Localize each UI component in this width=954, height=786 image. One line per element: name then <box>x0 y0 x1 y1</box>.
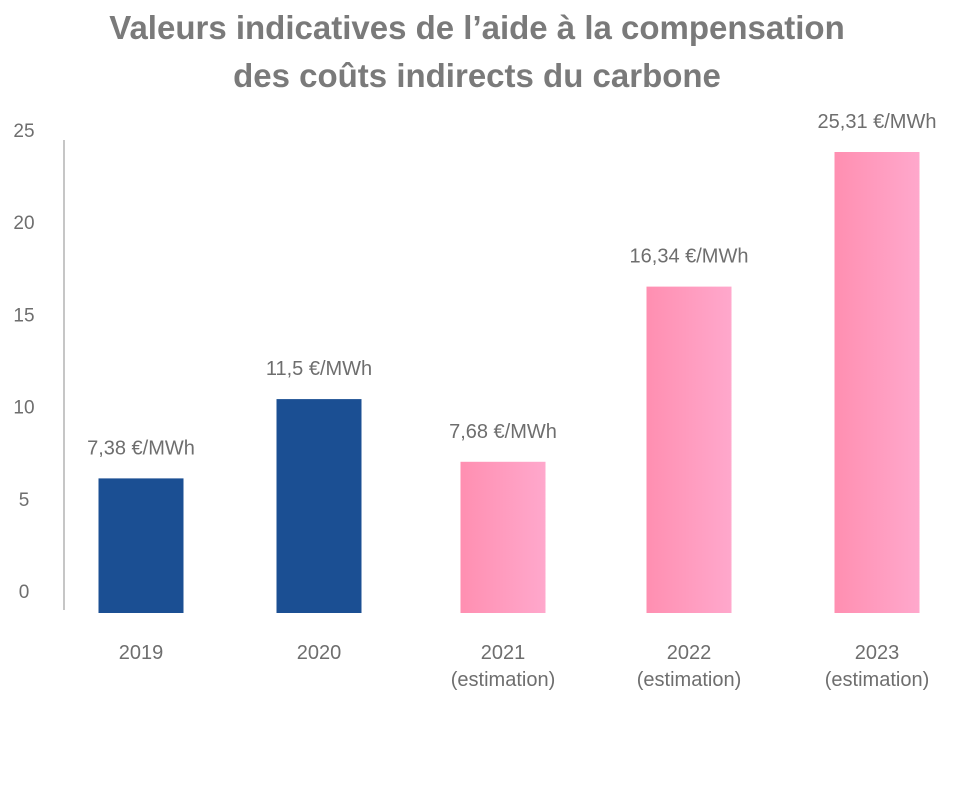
y-tick-label: 20 <box>13 213 34 234</box>
y-tick-label: 10 <box>13 398 34 419</box>
y-tick-label: 5 <box>19 490 30 511</box>
x-category-sublabel: (estimation) <box>637 669 741 691</box>
y-axis-ticks: 0 5 10 15 20 25 <box>13 121 34 603</box>
x-category-label: 2023 <box>855 642 900 664</box>
chart-title-line-1: Valeurs indicatives de l’aide à la compe… <box>109 9 845 46</box>
bar-2019 <box>98 478 184 613</box>
x-category-label: 2019 <box>119 642 164 664</box>
bars-group <box>98 152 920 613</box>
data-label-2022: 16,34 €/MWh <box>630 246 749 268</box>
chart-title-line-2: des coûts indirects du carbone <box>233 57 721 94</box>
bar-2023 <box>834 152 920 613</box>
bar-2020 <box>276 399 362 613</box>
x-category-label: 2021 <box>481 642 526 664</box>
bar-2022 <box>646 286 732 613</box>
data-labels-group: 7,38 €/MWh 11,5 €/MWh 7,68 €/MWh 16,34 €/MW… <box>87 111 936 459</box>
y-tick-label: 25 <box>13 121 34 142</box>
y-tick-label: 15 <box>13 305 34 326</box>
y-tick-label: 0 <box>19 582 30 603</box>
x-category-sublabel: (estimation) <box>451 669 555 691</box>
x-category-label: 2022 <box>667 642 712 664</box>
x-category-sublabel: (estimation) <box>825 669 929 691</box>
data-label-2021: 7,68 €/MWh <box>449 421 557 443</box>
data-label-2019: 7,38 €/MWh <box>87 437 195 459</box>
data-label-2020: 11,5 €/MWh <box>266 358 372 380</box>
data-label-2023: 25,31 €/MWh <box>818 111 937 133</box>
x-axis-categories: 2019 2020 2021 (estimation) 2022 (estimation)… <box>119 642 929 691</box>
x-category-label: 2020 <box>297 642 342 664</box>
chart-title: Valeurs indicatives de l’aide à la compe… <box>0 4 954 100</box>
bar-2021 <box>460 461 546 613</box>
